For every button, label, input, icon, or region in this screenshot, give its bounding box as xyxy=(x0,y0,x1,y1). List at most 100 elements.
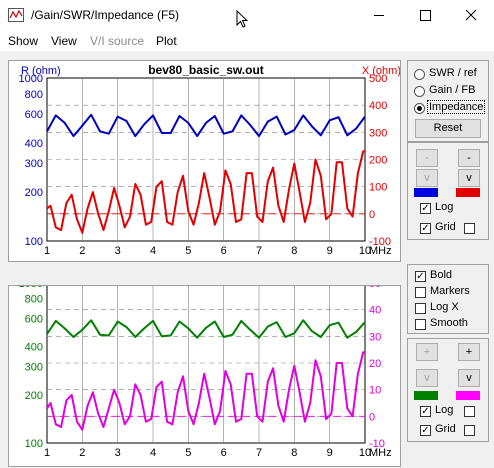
left-axis-label: R (ohm) xyxy=(21,65,61,77)
right-tick-label: 30 xyxy=(369,331,381,343)
x-tick-label: 9 xyxy=(327,245,333,257)
top-right-down-button[interactable]: v xyxy=(458,169,480,187)
x-tick-label: 4 xyxy=(150,245,156,257)
radio-swr-label: SWR / ref xyxy=(429,67,477,79)
bottom-right-down-button[interactable]: v xyxy=(458,369,480,387)
bold-label: Bold xyxy=(430,269,453,281)
x-tick-label: 7 xyxy=(256,245,262,257)
top-right-color-swatch[interactable] xyxy=(456,188,480,197)
x-tick-label: 8 xyxy=(291,447,297,459)
menu-show[interactable]: Show xyxy=(8,34,39,48)
bottom-right-up-button[interactable]: + xyxy=(458,343,480,361)
smooth-label: Smooth xyxy=(430,317,468,329)
left-tick-label: 600 xyxy=(25,109,43,121)
series-line-z-ohm xyxy=(46,319,366,339)
left-tick-label: 400 xyxy=(25,342,43,354)
bottom-left-color-swatch[interactable] xyxy=(414,391,438,400)
series-line-r-ohm xyxy=(46,113,366,138)
menu-view[interactable]: View xyxy=(51,34,77,48)
right-axis-label: X (ohm) xyxy=(362,65,400,77)
logx-checkbox[interactable] xyxy=(415,303,426,314)
x-tick-label: 7 xyxy=(256,447,262,459)
top-grid-right-checkbox[interactable] xyxy=(464,223,475,234)
x-tick-label: 1 xyxy=(44,245,50,257)
reset-button[interactable]: Reset xyxy=(415,119,481,138)
options-group: ✓ Bold Markers Log X Smooth xyxy=(407,264,489,334)
menu-bar: Show View V/I source Plot xyxy=(0,31,494,51)
right-tick-label: 300 xyxy=(369,127,387,139)
bottom-plot-panel: 12345678910MHz50403020100-10100080060040… xyxy=(8,285,401,467)
series-line-x-ohm xyxy=(46,150,365,234)
x-tick-label: 10 xyxy=(359,447,371,459)
radio-gain[interactable] xyxy=(414,86,425,97)
right-tick-label: -100 xyxy=(369,236,391,248)
mouse-cursor-icon xyxy=(236,10,248,28)
right-tick-label: 0 xyxy=(369,209,375,221)
left-tick-label: 300 xyxy=(25,362,43,374)
x-tick-label: 3 xyxy=(115,447,121,459)
x-tick-label: 5 xyxy=(185,447,191,459)
bottom-right-color-swatch[interactable] xyxy=(456,391,480,400)
top-right-up-button[interactable]: - xyxy=(458,149,480,167)
left-tick-label: 800 xyxy=(25,294,43,306)
left-tick-label: 300 xyxy=(25,158,43,170)
x-unit-label: MHz xyxy=(369,447,392,459)
bottom-log-checkbox[interactable]: ✓ xyxy=(420,406,431,417)
top-log-label: Log xyxy=(435,201,454,213)
maximize-button[interactable] xyxy=(402,0,448,31)
right-tick-label: 200 xyxy=(369,155,387,167)
chart-title: bev80_basic_sw.out xyxy=(148,63,264,77)
right-tick-label: 20 xyxy=(369,358,381,370)
right-tick-label: 0 xyxy=(369,411,375,423)
top-plot-panel: 1 2 3 4 5 6 7 8 9 10 MHz 500 400 300 200 100 0 -100 1000 80… xyxy=(8,60,401,262)
top-grid-checkbox[interactable]: ✓ xyxy=(420,223,431,234)
menu-vi-source[interactable]: V/I source xyxy=(90,34,145,48)
left-tick-label: 400 xyxy=(25,138,43,150)
minimize-icon xyxy=(374,15,384,16)
radio-swr[interactable] xyxy=(414,69,425,80)
top-log-checkbox[interactable]: ✓ xyxy=(420,203,431,214)
bottom-log-label: Log xyxy=(435,404,454,416)
x-tick-label: 10 xyxy=(359,245,371,257)
markers-checkbox[interactable] xyxy=(415,287,426,298)
x-tick-label: 6 xyxy=(221,245,227,257)
title-bar: /Gain/SWR/Impedance (F5) xyxy=(0,0,494,31)
left-tick-label: 200 xyxy=(25,187,43,199)
top-left-down-button[interactable]: v xyxy=(416,169,438,187)
left-tick-label: 600 xyxy=(25,313,43,325)
bottom-left-down-button[interactable]: v xyxy=(416,369,438,387)
markers-label: Markers xyxy=(430,285,470,297)
bottom-grid-right-checkbox[interactable] xyxy=(464,425,475,436)
bottom-grid-checkbox[interactable]: ✓ xyxy=(420,425,431,436)
bold-checkbox[interactable]: ✓ xyxy=(415,271,426,282)
x-tick-label: 8 xyxy=(291,245,297,257)
right-tick-label: -10 xyxy=(369,438,385,450)
close-button[interactable] xyxy=(448,0,494,31)
smooth-checkbox[interactable] xyxy=(415,319,426,330)
minimize-button[interactable] xyxy=(356,0,402,31)
bottom-log-right-checkbox[interactable] xyxy=(464,406,475,417)
bottom-grid-label: Grid xyxy=(435,423,456,435)
bottom-axis-controls: + + v v ✓ Log ✓ Grid xyxy=(407,338,489,442)
radio-impedance[interactable] xyxy=(414,103,425,114)
top-grid-label: Grid xyxy=(435,221,456,233)
x-tick-label: 5 xyxy=(185,245,191,257)
x-tick-label: 9 xyxy=(327,447,333,459)
right-tick-label: 400 xyxy=(369,100,387,112)
left-tick-label: 1000 xyxy=(19,73,43,85)
top-left-up-button[interactable]: - xyxy=(416,149,438,167)
x-tick-label: 6 xyxy=(221,447,227,459)
x-tick-label: 1 xyxy=(44,447,50,459)
maximize-icon xyxy=(420,10,431,21)
menu-plot[interactable]: Plot xyxy=(156,34,177,48)
right-tick-label: 100 xyxy=(369,182,387,194)
top-left-color-swatch[interactable] xyxy=(414,188,438,197)
bottom-left-up-button[interactable]: + xyxy=(416,343,438,361)
radio-impedance-label: Impedance xyxy=(427,100,486,114)
left-tick-label: 100 xyxy=(25,438,43,450)
right-tick-label: 40 xyxy=(369,305,381,317)
x-tick-label: 2 xyxy=(79,447,85,459)
radio-gain-label: Gain / FB xyxy=(429,84,476,96)
x-tick-label: 2 xyxy=(79,245,85,257)
window-title: /Gain/SWR/Impedance (F5) xyxy=(31,8,180,22)
